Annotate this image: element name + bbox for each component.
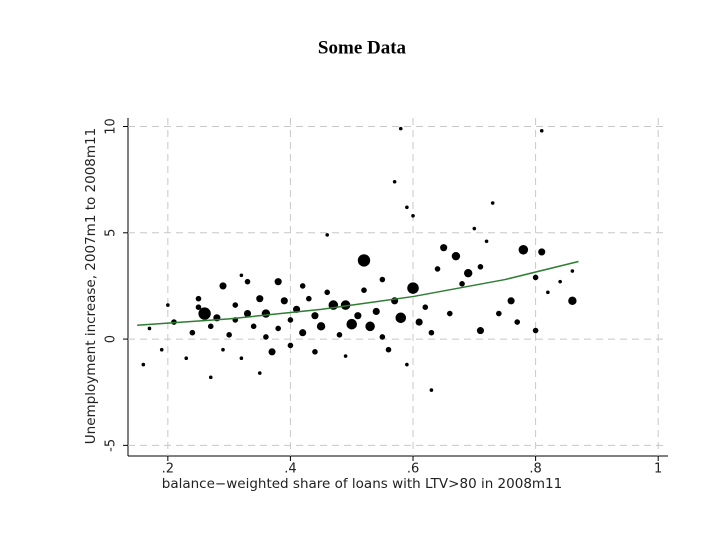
point bbox=[250, 323, 257, 330]
point bbox=[346, 318, 358, 330]
point bbox=[243, 310, 252, 318]
point bbox=[268, 348, 276, 356]
point bbox=[361, 287, 367, 293]
point bbox=[343, 354, 348, 358]
point bbox=[239, 273, 244, 278]
point bbox=[275, 325, 281, 332]
point bbox=[354, 312, 362, 320]
point bbox=[280, 297, 288, 305]
point bbox=[477, 264, 484, 270]
x-tick-label: .6 bbox=[407, 462, 419, 477]
point bbox=[336, 332, 343, 338]
point bbox=[446, 310, 453, 317]
point bbox=[239, 356, 244, 361]
point bbox=[256, 295, 264, 303]
fit-line bbox=[137, 260, 579, 327]
y-tick-label: 0 bbox=[104, 335, 119, 343]
point bbox=[198, 307, 211, 320]
point bbox=[472, 226, 477, 231]
point bbox=[451, 251, 461, 261]
point bbox=[463, 268, 473, 278]
point bbox=[316, 322, 326, 331]
point bbox=[357, 254, 371, 267]
point bbox=[518, 245, 529, 255]
y-tick-label: 10 bbox=[104, 118, 119, 135]
point bbox=[395, 312, 407, 324]
point bbox=[405, 362, 409, 367]
point bbox=[532, 274, 539, 281]
point bbox=[570, 269, 575, 273]
point bbox=[219, 282, 227, 290]
point bbox=[257, 371, 262, 375]
point bbox=[372, 307, 380, 316]
point bbox=[263, 334, 269, 340]
point bbox=[221, 347, 225, 352]
point bbox=[476, 327, 484, 335]
point bbox=[287, 342, 294, 349]
y-tick-label: -5 bbox=[104, 439, 119, 452]
point bbox=[141, 362, 146, 367]
point bbox=[496, 310, 502, 317]
point bbox=[379, 276, 386, 283]
point bbox=[147, 326, 152, 331]
point bbox=[428, 329, 435, 336]
x-tick-label: .8 bbox=[529, 462, 541, 477]
point bbox=[340, 300, 351, 310]
point bbox=[195, 304, 202, 310]
point bbox=[325, 233, 330, 237]
point bbox=[299, 329, 307, 337]
point bbox=[385, 346, 392, 353]
point bbox=[434, 266, 441, 272]
point bbox=[207, 323, 214, 330]
point bbox=[484, 239, 489, 244]
point bbox=[184, 356, 189, 361]
point bbox=[422, 304, 429, 310]
x-axis-label: balance−weighted share of loans with LTV… bbox=[162, 476, 562, 492]
point bbox=[208, 375, 213, 380]
point bbox=[415, 318, 423, 326]
point bbox=[392, 179, 397, 184]
chart-title: Some Data bbox=[318, 37, 407, 58]
point bbox=[490, 201, 495, 205]
point bbox=[232, 302, 239, 308]
point bbox=[507, 297, 515, 305]
point bbox=[189, 329, 196, 336]
point bbox=[539, 128, 544, 133]
point bbox=[568, 296, 577, 306]
x-tick-label: .2 bbox=[162, 462, 174, 477]
y-axis-label: Unemployment increase, 2007m1 to 2008m11 bbox=[83, 128, 99, 444]
point bbox=[538, 248, 546, 256]
point bbox=[312, 349, 318, 355]
point bbox=[306, 295, 312, 302]
point bbox=[365, 321, 375, 332]
point bbox=[532, 327, 539, 334]
point bbox=[195, 295, 202, 302]
point bbox=[299, 283, 306, 289]
point bbox=[514, 319, 521, 325]
point bbox=[244, 278, 251, 285]
point bbox=[459, 281, 465, 287]
point bbox=[407, 282, 419, 294]
point bbox=[429, 388, 434, 392]
point bbox=[324, 289, 330, 296]
point bbox=[405, 205, 409, 210]
point bbox=[274, 278, 282, 286]
point bbox=[411, 213, 415, 218]
point bbox=[261, 309, 271, 318]
point bbox=[379, 334, 386, 340]
point bbox=[398, 126, 403, 131]
point bbox=[159, 347, 164, 352]
point bbox=[440, 244, 448, 252]
x-tick-label: .4 bbox=[284, 462, 296, 477]
point bbox=[546, 290, 550, 295]
y-tick-label: 5 bbox=[104, 229, 119, 237]
x-tick-label: 1 bbox=[654, 462, 662, 477]
point bbox=[558, 279, 562, 284]
point bbox=[226, 332, 232, 338]
point bbox=[166, 303, 170, 307]
point bbox=[287, 317, 294, 323]
point bbox=[311, 312, 319, 320]
